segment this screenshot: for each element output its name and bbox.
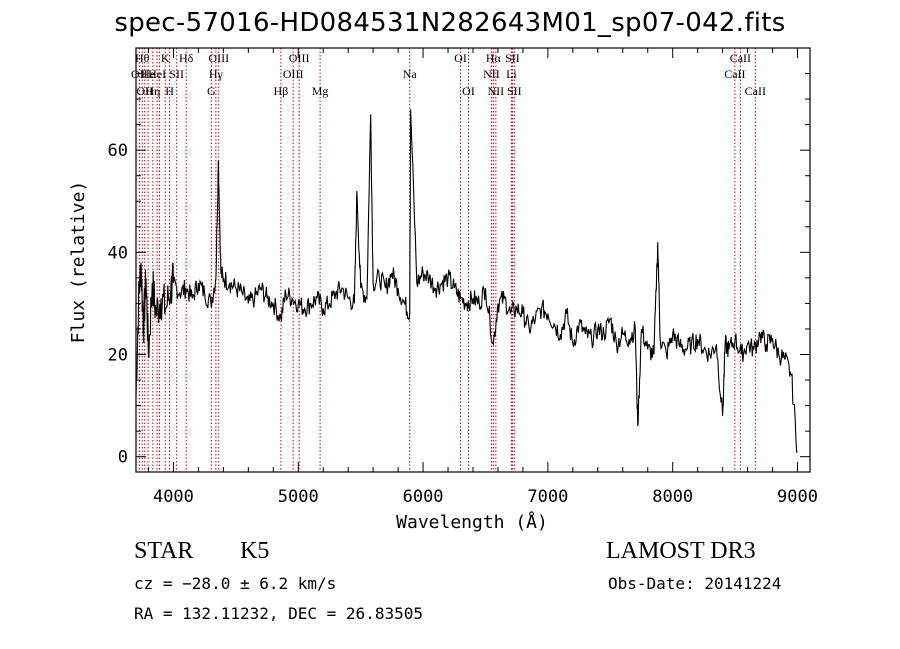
- line-marker-label-21: NII: [483, 67, 500, 81]
- spectral-line-labels: OIIHθOIIHeHηHeIKHSIIHδGHγOIIIHβOIIIOIIIM…: [131, 51, 766, 98]
- line-marker-label-16: OIII: [289, 51, 310, 65]
- x-tick-label: 4000: [153, 487, 194, 507]
- line-marker-label-27: CaII: [724, 67, 745, 81]
- line-marker-label-23: NII: [488, 84, 505, 98]
- x-tick-label: 9000: [777, 487, 818, 507]
- plot-frame: [135, 47, 811, 473]
- x-tick-label: 8000: [652, 487, 693, 507]
- line-marker-label-17: Mg: [312, 84, 329, 98]
- line-marker-label-2: OII: [136, 84, 153, 98]
- x-tick-label: 6000: [403, 487, 444, 507]
- line-marker-label-29: CaII: [745, 84, 766, 98]
- x-axis-ticks: 4000 5000 6000 7000 8000 9000: [147, 48, 818, 507]
- line-marker-label-15: OIII: [283, 67, 304, 81]
- y-tick-label: 20: [108, 346, 128, 366]
- line-marker-label-26: SII: [507, 84, 522, 98]
- line-marker-label-8: H: [165, 84, 174, 98]
- line-marker-label-10: Hδ: [179, 51, 194, 65]
- spectrum-line: [135, 109, 798, 454]
- survey-name: LAMOST DR3: [606, 538, 756, 564]
- obs-date-text: Obs-Date: 20141224: [608, 574, 782, 593]
- line-marker-label-25: SII: [505, 51, 520, 65]
- y-tick-label: 60: [108, 141, 128, 161]
- line-marker-label-24: Li: [506, 67, 517, 81]
- line-marker-label-11: G: [207, 84, 216, 98]
- chart-title: spec-57016-HD084531N282643M01_sp07-042.f…: [114, 8, 786, 38]
- y-tick-label: 0: [118, 448, 128, 468]
- y-tick-label: 40: [108, 243, 128, 263]
- line-marker-label-28: CaII: [730, 51, 751, 65]
- line-marker-label-22: Hα: [486, 51, 502, 65]
- line-marker-label-14: Hβ: [274, 84, 289, 98]
- object-class: STAR: [134, 538, 194, 564]
- x-axis-label: Wavelength (Å): [396, 511, 548, 533]
- line-marker-label-19: OI: [454, 51, 467, 65]
- spectral-line-markers: [138, 48, 756, 472]
- line-marker-label-7: K: [161, 51, 170, 65]
- x-tick-label: 7000: [527, 487, 568, 507]
- radec-text: RA = 132.11232, DEC = 26.83505: [134, 604, 423, 623]
- line-marker-label-3: He: [141, 67, 155, 81]
- line-marker-label-4: Hη: [145, 84, 160, 98]
- line-marker-label-20: OI: [462, 84, 475, 98]
- line-marker-label-18: Na: [403, 67, 418, 81]
- redshift-text: cz = −28.0 ± 6.2 km/s: [134, 574, 337, 593]
- line-marker-label-1: Hθ: [135, 51, 150, 65]
- line-marker-label-9: SII: [169, 67, 184, 81]
- line-marker-label-5: HeI: [148, 67, 166, 81]
- line-marker-label-12: Hγ: [209, 67, 224, 81]
- object-subclass: K5: [240, 538, 270, 564]
- x-tick-label: 5000: [278, 487, 319, 507]
- line-marker-label-13: OIII: [208, 51, 229, 65]
- y-axis-label: Flux (relative): [68, 181, 89, 344]
- y-axis-ticks: 0 20 40 60: [108, 73, 810, 468]
